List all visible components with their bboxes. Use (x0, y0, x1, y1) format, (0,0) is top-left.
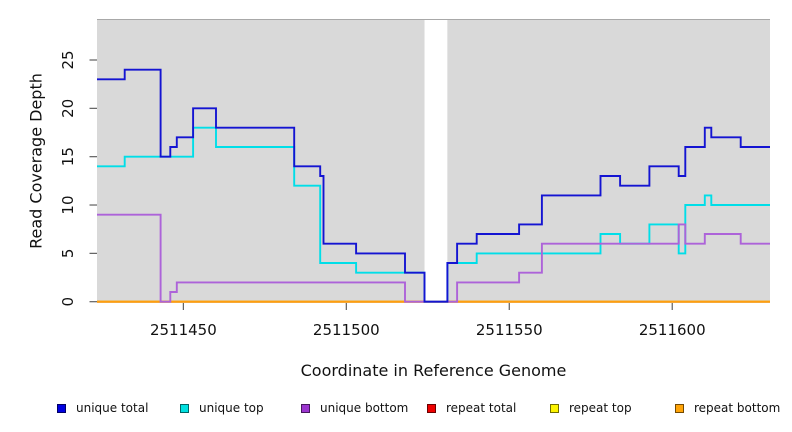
legend: unique total unique top unique bottom repea… (0, 399, 792, 421)
legend-item-unique-bottom: unique bottom (301, 399, 408, 417)
series-unique-bottom (97, 213, 770, 303)
legend-label: repeat bottom (694, 401, 781, 415)
y-tick-label: 0 (59, 297, 77, 307)
legend-item-repeat-total: repeat total (427, 399, 516, 417)
legend-swatch-icon (675, 403, 684, 413)
x-tick-label: 2511600 (639, 321, 706, 339)
y-axis-title: Read Coverage Depth (26, 73, 46, 249)
legend-swatch-icon (550, 403, 559, 413)
coverage-gap-band (424, 19, 448, 303)
legend-item-unique-top: unique top (180, 399, 264, 417)
legend-swatch-icon (427, 403, 436, 413)
legend-item-unique-total: unique total (57, 399, 148, 417)
x-tick-label: 2511500 (313, 321, 380, 339)
legend-label: unique top (199, 401, 264, 415)
legend-swatch-icon (57, 403, 66, 413)
legend-swatch-icon (301, 403, 310, 413)
coverage-plot-canvas: 2511450 2511500 2511550 2511600 0 5 10 15 20 25 (59, 19, 770, 339)
series-unique-total (97, 68, 770, 303)
y-tick-label: 20 (59, 99, 77, 118)
legend-item-repeat-bottom: repeat bottom (675, 399, 780, 417)
y-tick-label: 15 (59, 147, 77, 166)
x-tick-label: 2511450 (150, 321, 217, 339)
y-tick-label: 10 (59, 195, 77, 214)
legend-label: unique total (76, 401, 149, 415)
y-tick-label: 25 (59, 50, 77, 69)
y-tick-label: 5 (59, 249, 77, 259)
legend-label: repeat total (446, 401, 517, 415)
x-tick-label: 2511550 (476, 321, 543, 339)
legend-label: repeat top (569, 401, 632, 415)
legend-label: unique bottom (320, 401, 409, 415)
x-axis-title: Coordinate in Reference Genome (300, 361, 567, 380)
legend-item-repeat-top: repeat top (550, 399, 632, 417)
legend-swatch-icon (180, 403, 189, 413)
